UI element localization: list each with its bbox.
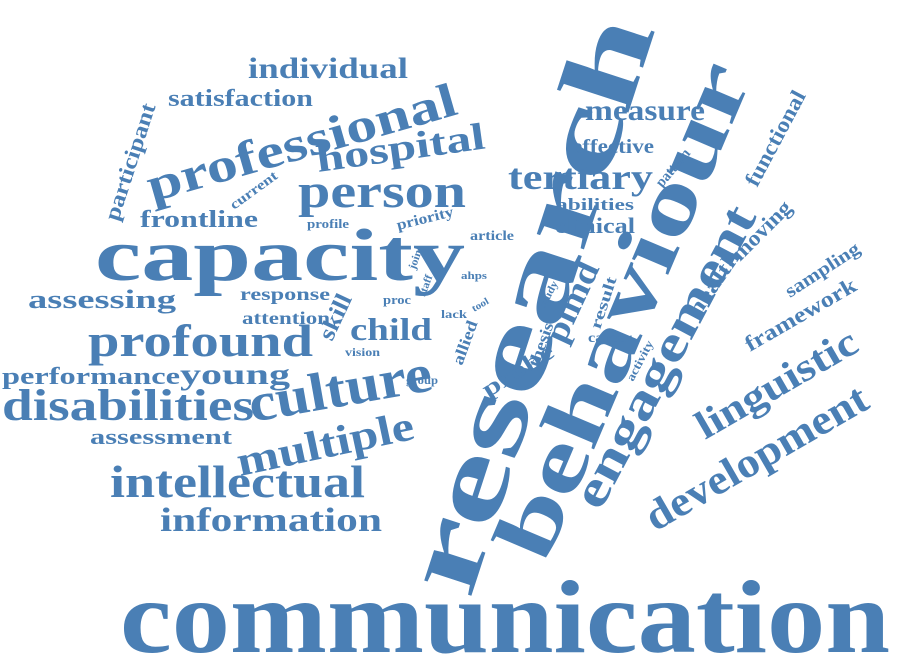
word-profound: profound	[88, 315, 313, 366]
word-effective: effective	[572, 136, 654, 158]
word-career: career	[588, 331, 632, 346]
word-measure: measure	[585, 94, 705, 127]
word-article: article	[470, 229, 514, 244]
word-proc: proc	[383, 292, 411, 307]
word-tertiary: tertiary	[508, 157, 653, 197]
word-child: child	[350, 311, 432, 347]
word-assessing: assessing	[28, 285, 176, 314]
word-information: information	[160, 502, 382, 539]
word-disabilities: disabilities	[2, 381, 254, 430]
word-performance: performance	[2, 364, 180, 390]
word-lack: lack	[441, 307, 467, 321]
word-vision: vision	[345, 345, 380, 359]
word-satisfaction: satisfaction	[168, 86, 313, 112]
word-individual: individual	[248, 52, 408, 85]
word-intellectual: intellectual	[110, 456, 365, 507]
word-attention: attention	[242, 308, 330, 328]
word-group: group	[406, 373, 438, 387]
word-clinical: clinical	[555, 213, 635, 238]
word-person: person	[298, 165, 466, 218]
word-response: response	[240, 284, 330, 304]
word-communication: communication	[120, 560, 890, 660]
word-young: young	[180, 358, 290, 391]
word-frontline: frontline	[140, 207, 258, 233]
word-assessment: assessment	[90, 424, 233, 449]
word-capacity: capacity	[95, 215, 465, 297]
word-abilities: abilities	[556, 195, 635, 214]
word-profile: profile	[307, 216, 349, 231]
word-ahps: ahps	[461, 270, 488, 282]
